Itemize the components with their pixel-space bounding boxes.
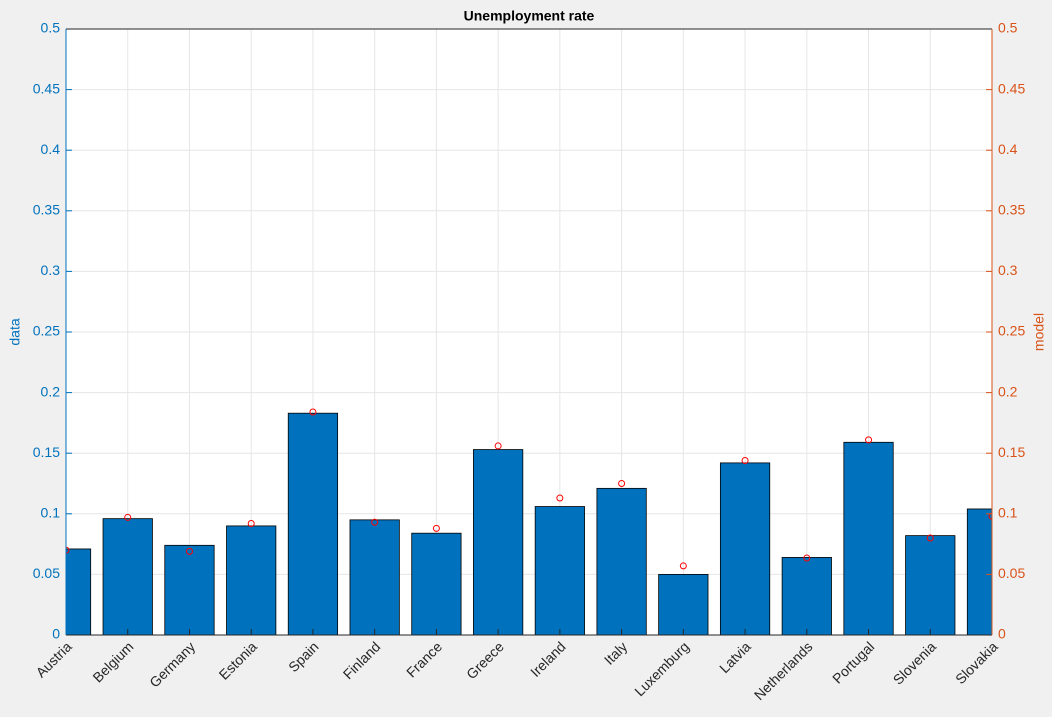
chart-title: Unemployment rate	[464, 8, 595, 24]
y2-tick-label: 0.3	[998, 262, 1018, 278]
bar	[66, 548, 92, 635]
bar	[596, 487, 647, 635]
x-tick-label: Belgium	[89, 638, 136, 685]
y-tick-label: 0.4	[41, 141, 61, 157]
marker	[556, 494, 564, 502]
y2-tick-label: 0.25	[998, 323, 1025, 339]
x-tick-label: Italy	[601, 638, 630, 667]
x-tick-label: Netherlands	[751, 638, 816, 703]
bar	[102, 518, 153, 635]
bar	[534, 506, 585, 635]
marker	[618, 480, 626, 487]
y2-tick-label: 0.2	[998, 383, 1018, 399]
marker	[926, 534, 934, 542]
marker	[865, 436, 873, 444]
x-tick-label: Greece	[463, 638, 507, 682]
y-axis-label: data	[7, 318, 23, 345]
marker	[741, 456, 749, 464]
y-tick-label: 0.35	[33, 202, 60, 218]
marker	[494, 442, 502, 450]
y2-axis-label: model	[1031, 313, 1047, 351]
bar	[473, 449, 524, 635]
bar	[843, 441, 894, 635]
x-tick-label: Slovenia	[890, 638, 939, 687]
bar	[658, 574, 709, 635]
y2-tick-label: 0.15	[998, 444, 1025, 460]
bar	[164, 544, 215, 635]
x-tick-label: Spain	[285, 638, 322, 675]
bar	[781, 557, 832, 635]
y2-tick-label: 0	[998, 626, 1006, 642]
y2-tick-label: 0.45	[998, 80, 1025, 96]
marker	[679, 562, 687, 570]
y-tick-label: 0.15	[33, 444, 60, 460]
y-tick-label: 0.45	[33, 80, 60, 96]
y-tick-label: 0.05	[33, 565, 60, 581]
x-tick-label: Portugal	[829, 638, 877, 686]
bar	[719, 462, 771, 635]
x-tick-label: Germany	[146, 638, 198, 690]
x-tick-label: France	[403, 638, 445, 680]
y-tick-label: 0.5	[41, 20, 61, 36]
y-tick-label: 0.3	[41, 262, 61, 278]
y2-tick-label: 0.4	[998, 141, 1018, 157]
x-tick-label: Slovakia	[952, 638, 1001, 687]
x-tick-label: Luxemburg	[631, 638, 692, 699]
y2-tick-label: 0.5	[998, 20, 1018, 36]
marker	[371, 518, 379, 526]
y-tick-label: 0.25	[33, 323, 60, 339]
x-tick-label: Austria	[33, 638, 75, 680]
marker	[309, 408, 317, 416]
marker	[432, 524, 440, 532]
bar	[226, 525, 277, 635]
bar	[905, 535, 956, 635]
x-tick-label: Ireland	[527, 638, 569, 680]
marker	[803, 554, 811, 562]
x-tick-label: Estonia	[216, 638, 260, 682]
y2-tick-label: 0.05	[998, 565, 1025, 581]
y2-tick-label: 0.35	[998, 202, 1025, 218]
marks	[66, 408, 992, 635]
y2-tick-label: 0.1	[998, 505, 1018, 521]
bar	[966, 508, 992, 635]
y-tick-label: 0.1	[41, 505, 61, 521]
y-tick-label: 0	[52, 626, 60, 642]
y-tick-label: 0.2	[41, 383, 61, 399]
marker	[988, 512, 992, 520]
bar	[411, 532, 462, 635]
x-tick-label: Latvia	[716, 638, 754, 676]
marker	[185, 547, 193, 555]
bar	[287, 412, 339, 635]
marker	[247, 519, 255, 527]
bar	[349, 519, 400, 635]
marker	[124, 513, 132, 521]
marker	[66, 546, 70, 554]
x-tick-label: Finland	[340, 638, 384, 682]
